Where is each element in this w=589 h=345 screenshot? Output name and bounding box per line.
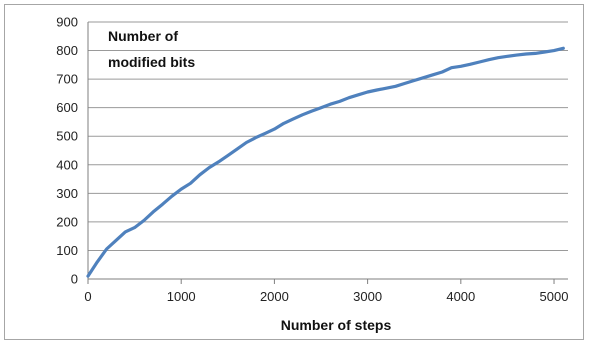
y-tick-label: 200 <box>56 214 78 229</box>
x-tick-labels: 0 1000 2000 3000 4000 5000 <box>84 289 568 304</box>
y-tick-label: 900 <box>56 15 78 30</box>
y-tick-label: 500 <box>56 129 78 144</box>
y-tick-label: 400 <box>56 157 78 172</box>
x-tick-label: 3000 <box>353 289 382 304</box>
x-tick-label: 2000 <box>260 289 289 304</box>
y-tick-label: 600 <box>56 100 78 115</box>
y-label-line-2: modified bits <box>108 54 195 70</box>
y-tick-label: 800 <box>56 43 78 58</box>
x-tick-label: 0 <box>84 289 91 304</box>
y-tick-label: 300 <box>56 186 78 201</box>
y-tick-label: 0 <box>71 272 78 287</box>
axes <box>87 22 568 284</box>
y-tick-label: 700 <box>56 72 78 87</box>
y-label-line-1: Number of <box>108 28 178 44</box>
x-axis-label: Number of steps <box>281 317 392 333</box>
y-tick-labels: 0 100 200 300 400 500 600 700 800 900 <box>56 15 78 287</box>
x-tick-label: 4000 <box>446 289 475 304</box>
y-tick-label: 100 <box>56 243 78 258</box>
series-line <box>86 46 565 278</box>
x-tick-label: 5000 <box>540 289 569 304</box>
grid-lines <box>88 21 568 251</box>
x-tick-label: 1000 <box>167 289 196 304</box>
